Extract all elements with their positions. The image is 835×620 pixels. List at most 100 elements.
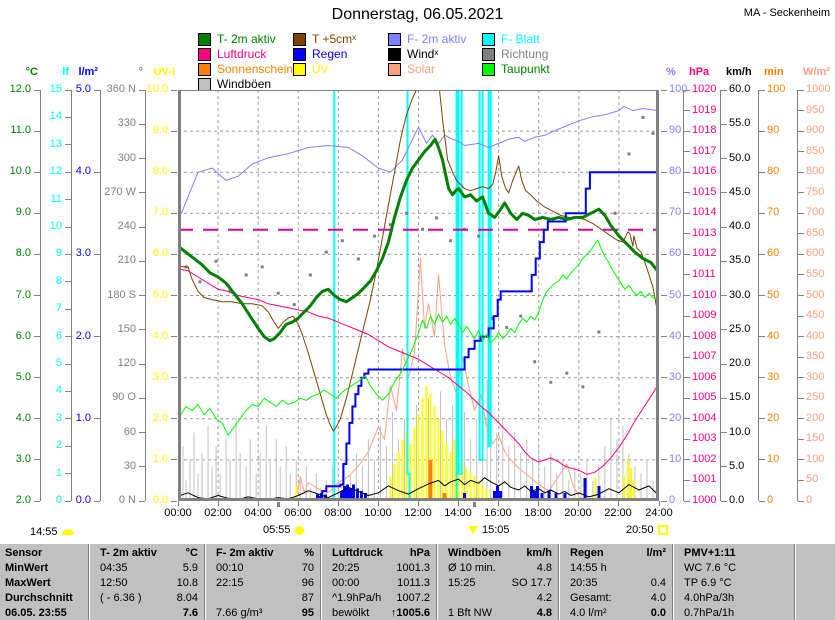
station-name: MA - Seckenheim [743, 7, 830, 19]
y-axis-hPa-ticklabel: 1010 [692, 289, 717, 301]
cell-value: 1007.2 [396, 592, 430, 604]
y-axis--ticklabel: 80 [669, 165, 682, 177]
cell-value: 96 [301, 577, 314, 589]
y-axis-min-tick [759, 254, 765, 255]
y-axis-Wm-ticklabel: 800 [806, 165, 825, 177]
table-cell: TP 6.9 °C [672, 576, 794, 591]
cell-value: l/m² [646, 547, 666, 559]
legend-swatch [482, 47, 495, 61]
y-axis--ticklabel: 10 [669, 453, 682, 465]
y-axis--unit: ° [138, 66, 143, 78]
cell-value: 4.2 [536, 592, 552, 604]
x-axis-label: 14:00 [444, 507, 472, 519]
legend-label: Richtung [501, 47, 549, 61]
event-marker-05-55: 05:55 [263, 524, 308, 536]
arrow-down-icon [468, 526, 478, 534]
table-separator [320, 544, 322, 620]
table-cell: 15:25 SO 17.7 [436, 576, 558, 591]
table-cell: F- 2m aktiv% [204, 546, 320, 561]
y-axis--ticklabel: 30 [123, 460, 136, 472]
y-axis-kmh-ticklabel: 35.0 [729, 254, 751, 266]
y-axis-lf-ticklabel: 15 [49, 83, 62, 95]
table-cell: Luftdruck hPa [320, 546, 436, 561]
cell-text: ( - 6.36 ) [100, 592, 142, 604]
y-axis-hPa-tick [684, 233, 690, 234]
y-axis-hPa-tick [684, 295, 690, 296]
sun-icon [294, 525, 304, 535]
y-axis-C-ticklabel: 11.0 [10, 124, 31, 136]
y-axis-hPa-ticklabel: 1008 [692, 330, 717, 342]
y-axis--tick [139, 295, 145, 296]
y-axis-C-ticklabel: 7.0 [15, 289, 31, 301]
cell-text: WC 7.6 °C [684, 562, 737, 574]
y-axis--ticklabel: 60 [123, 426, 136, 438]
y-axis-hPa-tick [684, 357, 690, 358]
y-axis-Wm-ticklabel: 200 [806, 412, 825, 424]
cell-text: 7.66 g/m³ [216, 607, 263, 619]
y-axis-lf-ticklabel: 3 [55, 412, 62, 424]
axis-event-mark [473, 502, 476, 507]
y-axis-UVI-ticklabel: 2.0 [152, 412, 168, 424]
table-cell: Ø 10 min. 4.8 [436, 561, 558, 576]
y-axis-min-line [758, 90, 759, 501]
y-axis-C-ticklabel: 12.0 [9, 83, 31, 95]
y-axis-hPa-ticklabel: 1015 [692, 186, 717, 198]
square-open-icon [657, 525, 668, 535]
y-axis--ticklabel: 90 O [112, 391, 136, 403]
legend-item-f-blatt: F- Blatt [482, 32, 540, 46]
table-cell: 87 [204, 591, 320, 606]
y-axis-hPa-tick [684, 151, 690, 152]
table-cell: 00:00 1011.3 [320, 576, 436, 591]
y-axis-C-tick [34, 501, 40, 502]
y-axis-hPa-tick [684, 254, 690, 255]
y-axis-UVI-ticklabel: 9.0 [152, 124, 168, 136]
cell-text: 15:25 [448, 577, 476, 589]
legend-swatch [293, 32, 306, 46]
y-axis-kmh-tick [721, 329, 727, 330]
legend-swatch [388, 32, 401, 46]
cell-text: 22:15 [216, 577, 244, 589]
y-axis-C-ticklabel: 4.0 [15, 412, 31, 424]
y-axis-C-tick [34, 336, 40, 337]
legend-swatch [482, 32, 495, 46]
cell-value: 95 [301, 607, 314, 619]
series-dewpoint [177, 239, 658, 436]
y-axis-hPa-ticklabel: 1016 [692, 165, 717, 177]
legend-item-t-2m-aktiv: T- 2m aktiv [198, 32, 276, 46]
y-axis-UVI-ticklabel: 3.0 [152, 371, 168, 383]
y-axis-Wm-tick [798, 418, 804, 419]
legend: T- 2m aktiv T +5cmˣ F- 2m aktiv F- Blatt Luf… [0, 0, 835, 95]
y-axis-C-ticklabel: 8.0 [15, 247, 31, 259]
y-axis-Wm-ticklabel: 700 [806, 206, 825, 218]
y-axis-lf-ticklabel: 12 [49, 165, 62, 177]
legend-item-sonnenschein: Sonnenschein [198, 62, 293, 76]
y-axis-UVI-ticklabel: 4.0 [152, 330, 168, 342]
y-axis-kmh-tick [721, 501, 727, 502]
y-axis-kmh-ticklabel: 60.0 [729, 83, 751, 95]
y-axis-Wm-tick [798, 439, 804, 440]
y-axis-Wm-tick [798, 233, 804, 234]
y-axis-kmh-ticklabel: 55.0 [729, 117, 751, 129]
y-axis-hPa-tick [684, 316, 690, 317]
y-axis-UVI-tick [171, 213, 177, 214]
table-separator [88, 544, 90, 620]
table-separator [794, 544, 796, 620]
legend-label: T +5cmˣ [312, 32, 357, 46]
y-axis-min-ticklabel: 20 [767, 412, 780, 424]
table-separator [558, 544, 560, 620]
cell-text: 00:00 [332, 577, 360, 589]
x-axis-tick [338, 501, 339, 506]
y-axis-Wm-ticklabel: 750 [806, 186, 825, 198]
table-cell: 12:50 10.8 [88, 576, 204, 591]
cell-value: 10.8 [176, 577, 198, 589]
x-axis-label: 24:00 [645, 507, 673, 519]
y-axis--tick [661, 459, 667, 460]
y-axis-Wm-ticklabel: 250 [806, 391, 825, 403]
y-axis-lm-ticklabel: 5.0 [75, 83, 91, 95]
x-axis-tick [258, 501, 259, 506]
cell-text: 0.7hPa/1h [684, 607, 735, 619]
x-axis-label: 06:00 [284, 507, 312, 519]
table-cell: WC 7.6 °C [672, 561, 794, 576]
y-axis--unit: % [666, 66, 676, 78]
